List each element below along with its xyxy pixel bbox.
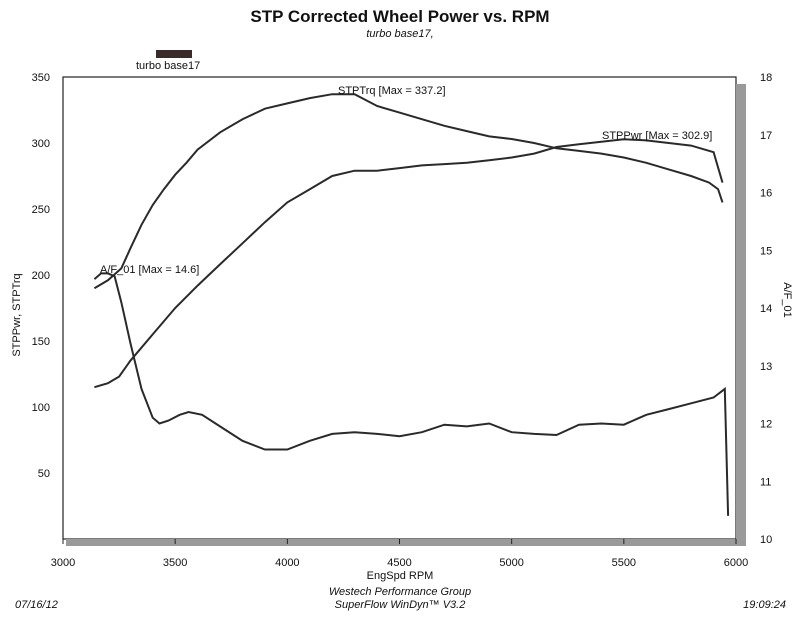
y2-tick-label: 16: [760, 188, 772, 200]
series-line-stptrq: [93, 93, 724, 290]
annotation-stppwr: STPPwr [Max = 302.9]: [602, 130, 712, 142]
x-tick-label: 6000: [724, 557, 748, 569]
plot-right-shadow: [736, 84, 746, 546]
chart-title: STP Corrected Wheel Power vs. RPM: [250, 7, 550, 26]
x-tick-label: 3500: [163, 557, 187, 569]
y2-tick-label: 11: [760, 476, 771, 488]
x-tick-label: 4500: [387, 557, 411, 569]
legend-label: turbo base17: [136, 60, 201, 72]
y2-tick-label: 12: [760, 419, 772, 431]
x-tick-label: 5500: [612, 557, 636, 569]
footer-date: 07/16/12: [15, 599, 58, 611]
y-tick-label: 50: [38, 468, 50, 480]
annotation-af: A/F_01 [Max = 14.6]: [100, 264, 199, 276]
x-axis-label: EngSpd RPM: [367, 570, 434, 582]
legend-swatch: [156, 50, 192, 58]
plot-bottom-shadow: [66, 539, 746, 546]
series-line-af: [93, 272, 730, 516]
y2-axis-label: A/F_01: [781, 282, 793, 317]
y-tick-label: 350: [32, 72, 50, 84]
y2-tick-label: 17: [760, 130, 772, 142]
y-tick-label: 150: [32, 336, 50, 348]
y2-tick-label: 15: [760, 245, 772, 257]
x-axis-ticks: 3000 3500 4000 4500 5000 5500 6000: [51, 539, 748, 569]
y-tick-label: 200: [32, 270, 50, 282]
y-tick-label: 100: [32, 402, 50, 414]
x-tick-label: 5000: [499, 557, 523, 569]
y-tick-label: 300: [32, 138, 50, 150]
footer-company: Westech Performance Group: [328, 586, 472, 598]
series-line-stppwr: [94, 138, 724, 389]
y2-tick-label: 14: [760, 303, 772, 315]
chart-subtitle: turbo base17,: [366, 28, 434, 40]
legend: turbo base17: [136, 48, 216, 74]
y-axis-label: STPPwr, STPTrq: [11, 273, 23, 356]
y-tick-label: 250: [32, 204, 50, 216]
plot-frame: [62, 76, 737, 540]
y2-tick-label: 18: [760, 72, 772, 84]
x-tick-label: 3000: [51, 557, 75, 569]
footer-time: 19:09:24: [743, 599, 786, 611]
y2-tick-label: 10: [760, 534, 772, 546]
footer-software: SuperFlow WinDyn™ V3.2: [334, 599, 466, 611]
annotation-stptrq: STPTrq [Max = 337.2]: [338, 85, 446, 97]
y2-tick-label: 13: [760, 361, 772, 373]
y-axis-ticks: 50 100 150 200 250 300 350: [32, 72, 50, 480]
y2-axis-ticks: 10 11 12 13 14 15 16 17 18: [760, 72, 772, 546]
x-tick-label: 4000: [275, 557, 299, 569]
